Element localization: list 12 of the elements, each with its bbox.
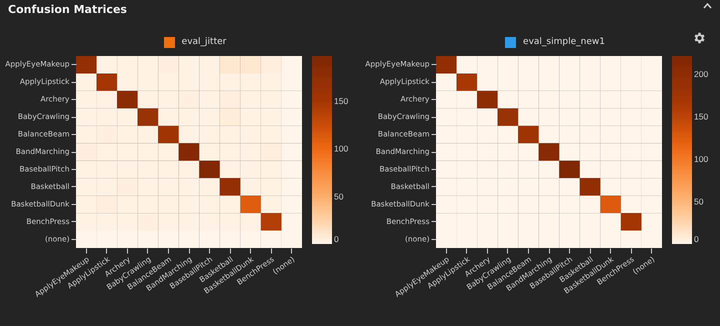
color-bar-label: 0 (694, 234, 699, 244)
color-bar-label: 50 (334, 191, 344, 202)
color-bar-label: 0 (334, 234, 339, 244)
chart-subtitle: eval_jitter (182, 37, 226, 47)
color-bar-label: 150 (694, 111, 708, 122)
color-bar-label: 150 (334, 96, 348, 106)
color-bar-label: 100 (334, 144, 348, 154)
chart-subtitle: eval_simple_new1 (523, 37, 605, 47)
chart-title: Confusion Matrices (8, 3, 127, 16)
color-bar-label: 200 (694, 68, 708, 79)
color-bar-label: 100 (694, 154, 708, 164)
color-bar-label: 50 (694, 196, 704, 206)
